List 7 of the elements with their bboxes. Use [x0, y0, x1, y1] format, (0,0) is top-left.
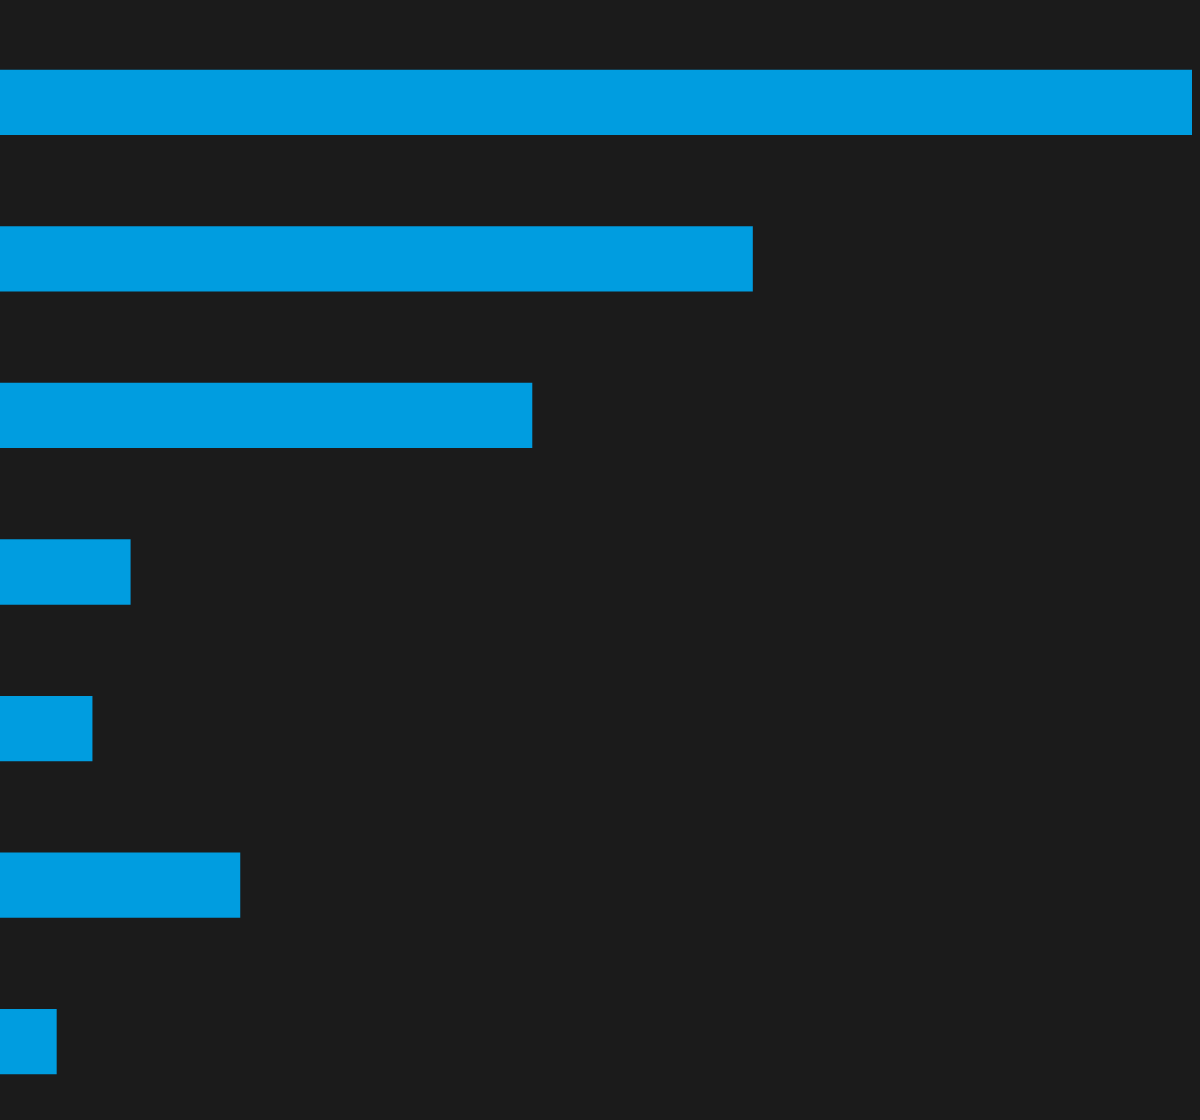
bar — [0, 695, 93, 762]
bar — [0, 226, 753, 292]
bar — [0, 69, 1192, 135]
bar — [0, 539, 131, 605]
bar — [0, 852, 241, 918]
bar — [0, 1009, 57, 1075]
bar — [0, 382, 533, 449]
